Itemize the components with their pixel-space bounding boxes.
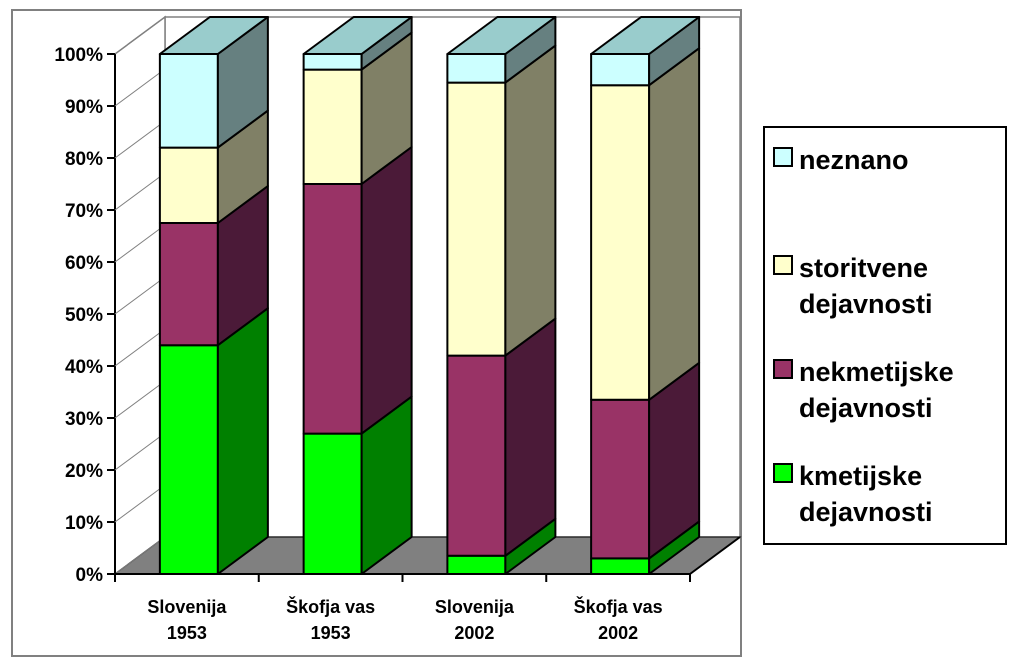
- x-tick-label: Slovenija 1953: [147, 597, 227, 643]
- bar-segment: [158, 146, 219, 224]
- bar-segment: [302, 53, 363, 71]
- legend-label: nekmetijske dejavnosti: [799, 357, 954, 423]
- bar-top: [590, 16, 701, 55]
- bar-segment: [590, 398, 651, 560]
- bar-segment: [446, 554, 507, 575]
- bar-segment-side: [360, 146, 413, 435]
- legend-label: kmetijske dejavnosti: [799, 461, 933, 527]
- legend-item-storitvene: storitvene dejavnosti: [773, 250, 933, 322]
- y-tick-label: 20%: [65, 461, 103, 482]
- bar-segment-side: [504, 317, 557, 557]
- chart-area-border: [11, 9, 742, 657]
- y-tick-guide: [114, 536, 166, 575]
- y-tick-guide: [114, 68, 166, 107]
- y-tick-guide: [114, 16, 166, 55]
- y-tick-guide: [114, 120, 166, 159]
- y-tick-guide: [114, 172, 166, 211]
- bar-top: [446, 16, 557, 55]
- y-tick-guide: [114, 328, 166, 367]
- legend-label: storitvene dejavnosti: [799, 253, 933, 319]
- legend: neznano storitvene dejavnosti nekmetijsk…: [763, 126, 1007, 545]
- y-tick-label: 30%: [65, 409, 103, 430]
- y-tick-guide: [114, 276, 166, 315]
- y-tick-guide: [114, 484, 166, 523]
- bar-segment: [158, 344, 219, 575]
- bar-segment: [590, 557, 651, 575]
- legend-item-neznano: neznano: [773, 142, 909, 178]
- y-tick-label: 50%: [65, 305, 103, 326]
- bar-segment-side: [648, 47, 701, 401]
- y-tick-label: 0%: [76, 565, 104, 586]
- bar-segment-side: [504, 44, 557, 357]
- y-tick-label: 90%: [65, 97, 103, 118]
- bar-segment: [302, 183, 363, 435]
- bar-segment: [446, 354, 507, 557]
- y-tick-guide: [114, 432, 166, 471]
- y-tick-label: 70%: [65, 201, 103, 222]
- bar-segment: [446, 81, 507, 357]
- bar-segment: [590, 53, 651, 87]
- legend-label: neznano: [799, 145, 909, 175]
- bar-segment: [446, 53, 507, 84]
- y-tick-guide: [114, 224, 166, 263]
- legend-swatch: [773, 255, 793, 275]
- bar-segment: [158, 53, 219, 149]
- bar-top: [302, 16, 413, 55]
- legend-swatch: [773, 147, 793, 167]
- bar-segment: [302, 432, 363, 575]
- legend-item-nekmetijske: nekmetijske dejavnosti: [773, 354, 954, 426]
- legend-item-kmetijske: kmetijske dejavnosti: [773, 458, 933, 530]
- bar-top: [158, 16, 269, 55]
- legend-swatch: [773, 359, 793, 379]
- bar-segment: [158, 222, 219, 347]
- y-tick-guide: [114, 380, 166, 419]
- y-tick-label: 60%: [65, 253, 103, 274]
- bar-segment-side: [216, 307, 269, 575]
- bar-segment: [590, 84, 651, 401]
- bar-segment: [302, 68, 363, 185]
- y-tick-label: 100%: [54, 45, 103, 66]
- legend-swatch: [773, 463, 793, 483]
- x-axis-depth-line: [689, 536, 741, 575]
- x-tick-label: Škofja vas 1953: [286, 596, 375, 643]
- x-tick-label: Slovenija 2002: [435, 597, 515, 643]
- y-tick-label: 10%: [65, 513, 103, 534]
- y-tick-label: 80%: [65, 149, 103, 170]
- x-tick-label: Škofja vas 2002: [574, 596, 663, 643]
- y-tick-label: 40%: [65, 357, 103, 378]
